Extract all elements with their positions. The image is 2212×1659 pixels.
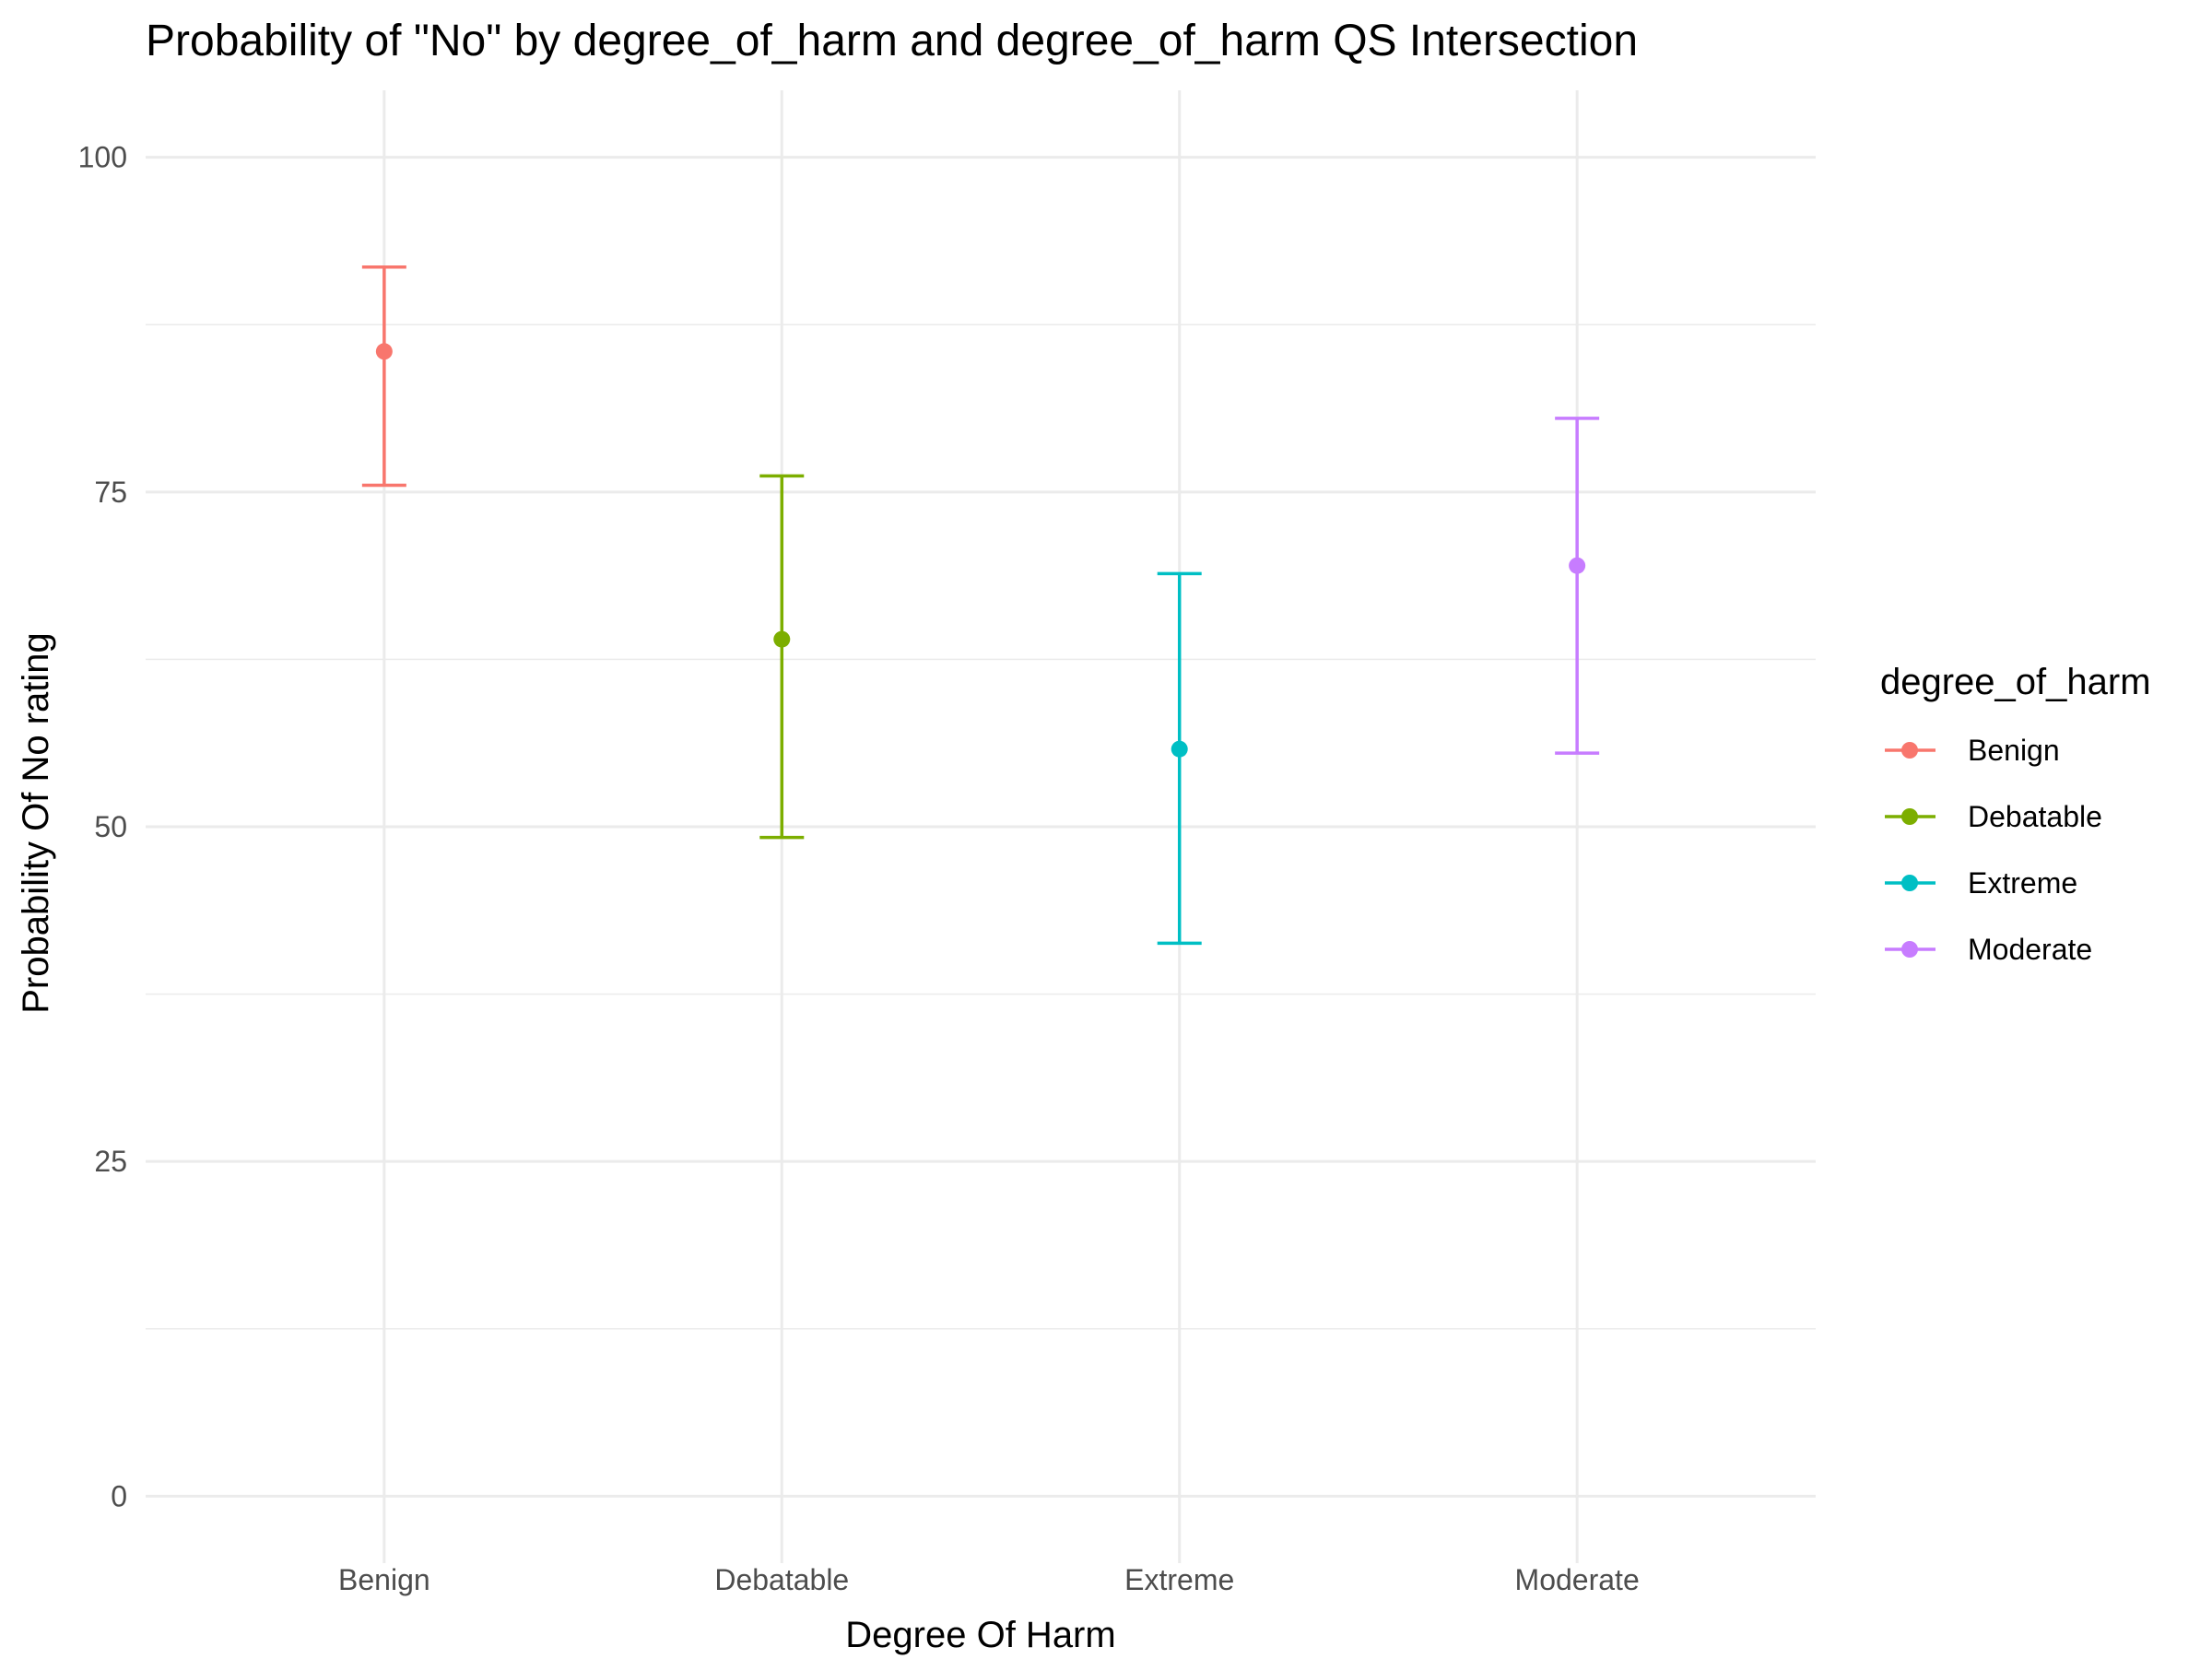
legend-item-extreme: Extreme [1885,866,2077,900]
x-tick-label: Debatable [714,1563,849,1596]
y-axis-title: Probability Of No rating [16,632,56,1014]
legend-key-point [1901,875,1918,891]
y-tick-label: 25 [94,1145,127,1178]
point-extreme [1171,740,1188,758]
x-tick-label: Benign [338,1563,430,1596]
legend-label: Moderate [1968,933,2092,966]
legend-label: Debatable [1968,800,2102,833]
errorbar-extreme [1157,571,1202,946]
errorbar-moderate [1555,417,1600,755]
legend-items: Benign Debatable Extreme Moderate [1885,734,2102,966]
legend-item-benign: Benign [1885,734,2060,767]
legend-key-point [1901,808,1918,825]
legend-title: degree_of_harm [1880,662,2151,702]
grid [146,90,1816,1563]
legend-key-point [1901,742,1918,759]
x-tick-label: Moderate [1515,1563,1640,1596]
chart-title: Probability of "No" by degree_of_harm an… [146,17,1638,65]
legend-item-debatable: Debatable [1885,800,2102,833]
legend-key-point [1901,941,1918,958]
point-benign [375,343,393,360]
errorbar-debatable [759,474,805,840]
legend-label: Extreme [1968,866,2077,900]
plot-marks [361,265,1600,946]
errorbar-benign [361,265,406,488]
y-tick-label: 50 [94,810,127,843]
legend: degree_of_harm Benign Debatable Extreme Mod… [1880,662,2151,966]
y-axis-ticks: 0 25 50 75 100 [78,141,127,1513]
x-axis-title: Degree Of Harm [845,1615,1115,1655]
y-tick-label: 75 [94,476,127,509]
x-tick-label: Extreme [1124,1563,1234,1596]
x-axis-ticks: Benign Debatable Extreme Moderate [338,1563,1640,1596]
y-tick-label: 0 [111,1479,127,1512]
point-debatable [773,630,791,648]
y-tick-label: 100 [78,141,127,174]
point-moderate [1569,557,1586,574]
legend-item-moderate: Moderate [1885,933,2092,966]
legend-label: Benign [1968,734,2060,767]
